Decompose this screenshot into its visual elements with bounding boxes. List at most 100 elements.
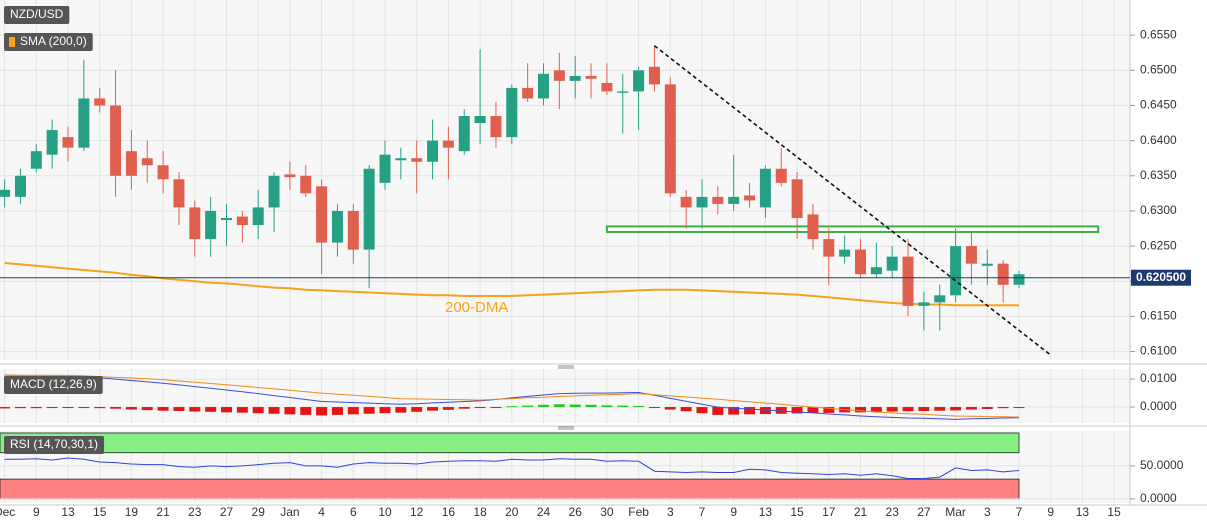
x-tick-label: Feb — [628, 505, 649, 519]
macd-histogram-bar — [997, 407, 1009, 409]
candle-body — [331, 210, 343, 243]
x-tick-label: 23 — [886, 505, 900, 519]
signal-line — [4, 374, 1020, 418]
panel-label: MACD (12,26,9) — [10, 377, 97, 391]
y-tick-label: 0.6250 — [1140, 238, 1177, 252]
x-tick-label: 16 — [442, 505, 456, 519]
candle-body — [62, 137, 74, 148]
legend-swatch — [9, 37, 15, 47]
x-tick-label: 13 — [759, 505, 773, 519]
x-tick-label: 20 — [505, 505, 519, 519]
y-tick-label: 0.0000 — [1140, 399, 1177, 413]
x-tick-label: 15 — [1107, 505, 1121, 519]
macd-histogram-bar — [427, 407, 439, 411]
macd-histogram-bar — [775, 407, 787, 414]
panel-label: RSI (14,70,30,1) — [10, 437, 98, 451]
macd-histogram-bar — [601, 405, 613, 408]
panel-label: SMA (200,0) — [20, 34, 87, 48]
candle-body — [997, 263, 1009, 285]
y-tick-label: 0.6350 — [1140, 168, 1177, 182]
candle-body — [585, 75, 597, 79]
macd-histogram-bar — [157, 407, 169, 411]
candle-body — [78, 98, 90, 148]
candle-body — [442, 140, 454, 148]
macd-histogram-bar — [411, 407, 423, 412]
candle-body — [744, 195, 756, 201]
candle-body — [363, 168, 375, 250]
candle-body — [30, 151, 42, 169]
macd-histogram-bar — [934, 407, 946, 411]
candle-body — [347, 210, 359, 250]
candle-body — [110, 105, 122, 176]
macd-histogram-bar — [125, 407, 137, 410]
candle-body — [395, 158, 407, 161]
candle-body — [268, 175, 280, 208]
candle-body — [221, 217, 232, 221]
macd-histogram-bar — [110, 407, 122, 409]
x-tick-label: 9 — [1047, 505, 1054, 519]
macd-histogram-bar — [823, 407, 835, 413]
plot-layer: Dec 9 13 15 19 21 23 27 29 Jan 4 6 10 12 16 18 20 24 26 30 F… — [0, 0, 1191, 519]
last-price-tag — [1131, 269, 1191, 286]
macd-histogram-bar — [347, 407, 359, 415]
label-box — [4, 6, 70, 24]
macd-histogram-bar — [633, 405, 645, 408]
sma-annotation: 200-DMA — [445, 299, 508, 316]
macd-histogram-bar — [46, 407, 58, 409]
macd-histogram-bar — [1013, 407, 1025, 409]
candle-body — [490, 116, 502, 138]
resistance-zone — [605, 225, 1100, 234]
rsi-band — [0, 478, 1020, 500]
y-tick-label: 0.6550 — [1140, 27, 1177, 41]
macd-histogram-bar — [189, 407, 201, 412]
x-tick-label: 24 — [537, 505, 551, 519]
y-tick-label: 0.6400 — [1140, 133, 1177, 147]
macd-histogram-bar — [569, 404, 581, 408]
x-tick-label: 10 — [378, 505, 392, 519]
sma-line — [4, 262, 1019, 307]
candle-body — [601, 82, 613, 92]
macd-histogram-bar — [506, 406, 518, 408]
macd-histogram-bar — [205, 407, 217, 412]
candle-body — [94, 98, 106, 106]
candle-body — [141, 158, 153, 166]
candle-body — [506, 87, 518, 138]
macd-histogram-bar — [950, 407, 962, 411]
candle-body — [950, 246, 962, 296]
macd-histogram-bar — [442, 407, 454, 410]
macd-histogram-bar — [981, 407, 993, 410]
panel-label: NZD/USD — [10, 7, 64, 21]
candle-body — [791, 179, 803, 218]
candle-body — [411, 158, 423, 162]
macd-histogram-bar — [696, 407, 708, 414]
macd-histogram-bar — [807, 407, 819, 413]
macd-histogram-bar — [62, 407, 74, 409]
rsi-line — [4, 457, 1020, 479]
macd-histogram-bar — [490, 407, 502, 409]
macd-histogram-bar — [268, 407, 280, 414]
candle-body — [14, 175, 26, 197]
candle-body — [712, 196, 724, 204]
macd-histogram-bar — [316, 407, 328, 416]
macd-histogram-bar — [538, 404, 549, 408]
macd-histogram-bar — [94, 407, 106, 409]
x-tick-label: Jan — [280, 505, 299, 519]
candle-body — [633, 70, 645, 92]
candle-body — [284, 174, 296, 178]
candle-body — [965, 246, 977, 264]
candle-body — [855, 249, 866, 275]
y-tick-label: 50.0000 — [1140, 458, 1184, 472]
macd-histogram-bar — [395, 407, 407, 413]
macd-histogram-bar — [522, 405, 534, 408]
x-tick-label: 29 — [252, 505, 266, 519]
candle-body — [125, 151, 137, 176]
x-tick-label: 7 — [699, 505, 706, 519]
y-tick-label: 0.6500 — [1140, 62, 1177, 76]
candle-body — [680, 196, 692, 208]
macd-histogram-bar — [221, 407, 232, 413]
candle-body — [458, 116, 470, 152]
candle-body — [0, 189, 11, 197]
macd-histogram-bar — [886, 407, 898, 412]
macd-histogram-bar — [553, 404, 565, 408]
